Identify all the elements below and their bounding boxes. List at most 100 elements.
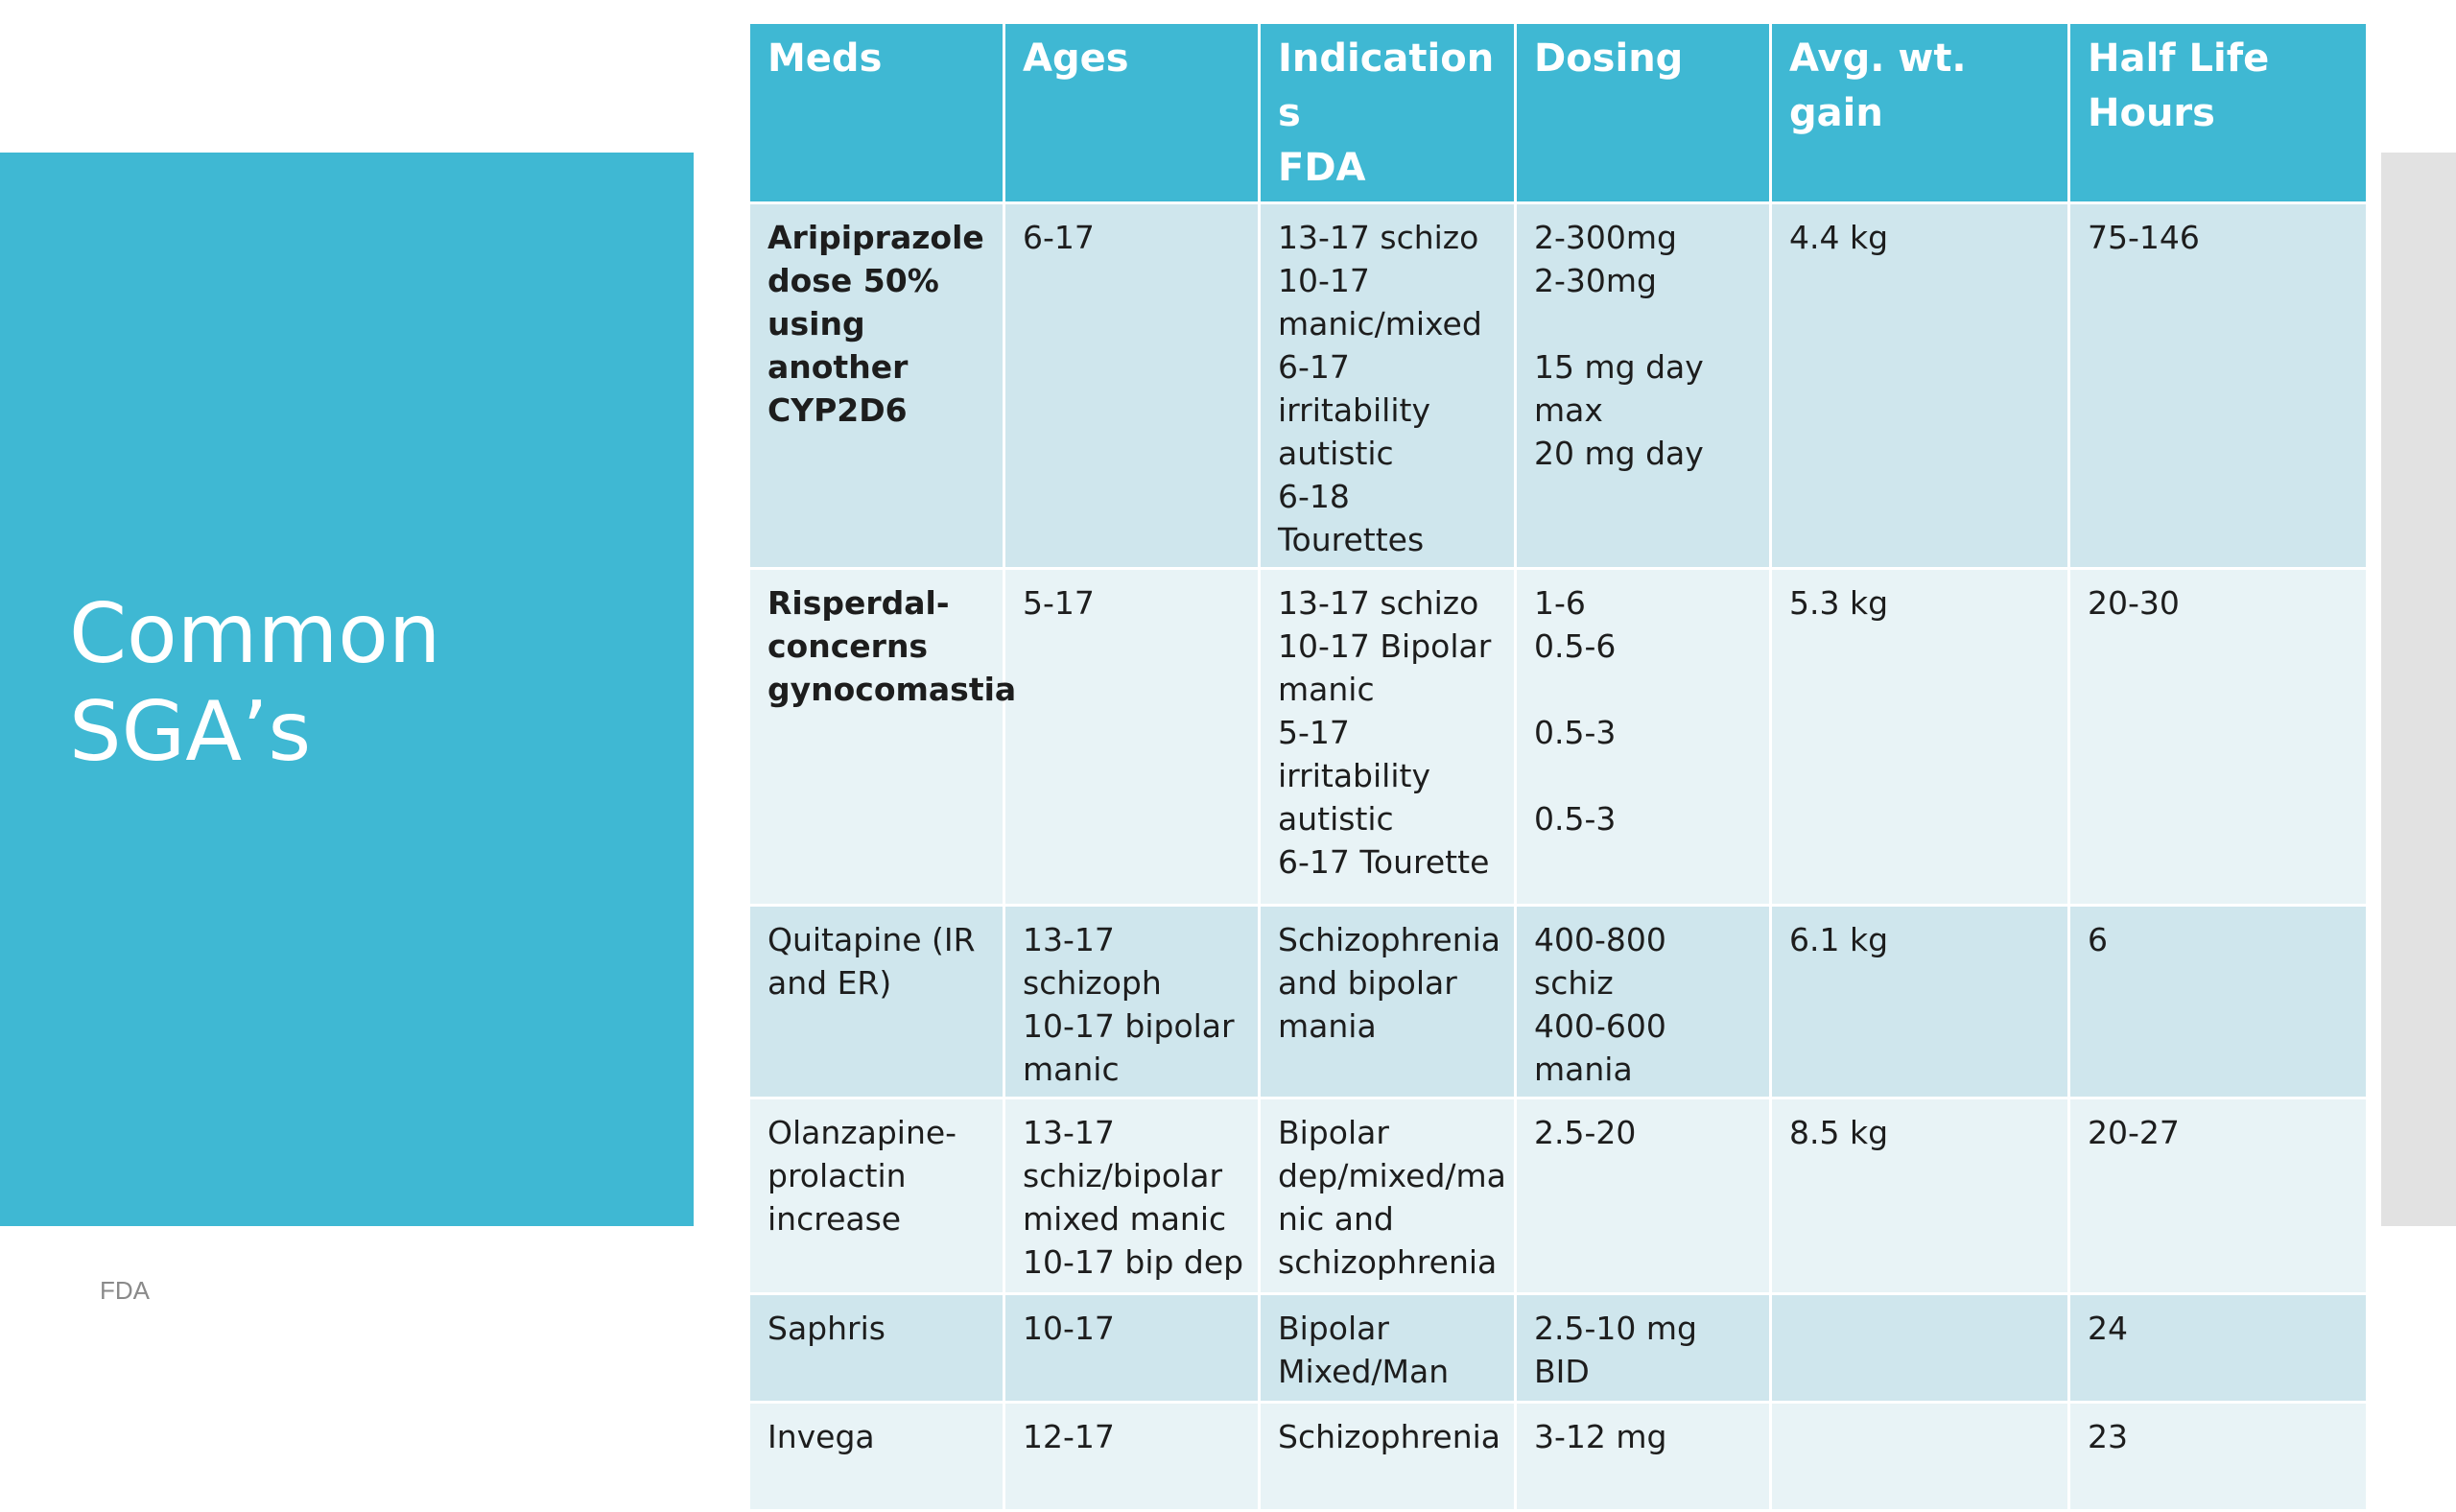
cell-line: 15 mg day bbox=[1534, 348, 1704, 386]
cell-line: schizophrenia bbox=[1278, 1243, 1498, 1281]
cell-meds: Quitapine (IR and ER) bbox=[747, 904, 1005, 1099]
cell-line: 400-600 bbox=[1534, 1007, 1666, 1045]
cell-line: max bbox=[1534, 391, 1603, 429]
header-ages: Ages bbox=[1003, 21, 1261, 204]
title-panel bbox=[0, 153, 694, 1226]
header-avg-wt-gain: Avg. wt. gain bbox=[1769, 21, 2070, 204]
slide-title-line-2: SGA’s bbox=[69, 684, 312, 780]
table-row: Olanzapine-prolactin increase 13-17 schiz/b… bbox=[747, 1097, 2369, 1295]
slide-title-line-1: Common bbox=[69, 586, 441, 682]
cell-text: 2.5-10 mg BID bbox=[1534, 1310, 1697, 1390]
cell-ages: 5-17 bbox=[1003, 567, 1261, 907]
cell-line: 0.5-3 bbox=[1534, 714, 1617, 751]
cell-text: 4.4 kg bbox=[1789, 219, 1889, 256]
cell-line: dose 50% bbox=[768, 262, 939, 299]
header-dosing: Dosing bbox=[1514, 21, 1772, 204]
table-row: Quitapine (IR and ER) 13-17 schizoph 10-17 … bbox=[747, 904, 2369, 1099]
cell-line: Schizophrenia bbox=[1278, 921, 1500, 958]
cell-line: and bipolar bbox=[1278, 964, 1457, 1002]
cell-line: 13-17 schizo bbox=[1278, 584, 1479, 622]
cell-line: mania bbox=[1534, 1051, 1633, 1088]
cell-line bbox=[1534, 302, 1756, 345]
cell-line: manic bbox=[1023, 1051, 1120, 1088]
cell-indications: 13-17 schizo 10-17 Bipolar manic 5-17 irrit… bbox=[1258, 567, 1517, 907]
cell-line: Bipolar bbox=[1278, 1114, 1389, 1151]
cell-line: Aripiprazole bbox=[768, 219, 984, 256]
cell-text: Saphris bbox=[768, 1310, 886, 1347]
cell-line: Quitapine (IR bbox=[768, 921, 976, 958]
cell-dosing: 2.5-20 bbox=[1514, 1097, 1772, 1295]
cell-text: 3-12 mg bbox=[1534, 1418, 1667, 1455]
cell-ages: 13-17 schizoph 10-17 bipolar manic bbox=[1003, 904, 1261, 1099]
cell-line: Mixed/Man bbox=[1278, 1353, 1450, 1390]
cell-line: 10-17 Bipolar bbox=[1278, 627, 1492, 665]
cell-text: 20-27 bbox=[2088, 1114, 2180, 1151]
slide-title: Common SGA’s bbox=[69, 585, 645, 781]
cell-line: manic bbox=[1278, 671, 1375, 708]
cell-text: 2.5-20 bbox=[1534, 1114, 1637, 1151]
cell-line: mixed manic bbox=[1023, 1200, 1227, 1238]
cell-line: 400-800 schiz bbox=[1534, 921, 1666, 1002]
cell-meds: Invega bbox=[747, 1401, 1005, 1512]
cell-line: CYP2D6 bbox=[768, 391, 908, 429]
cell-text: Invega bbox=[768, 1418, 875, 1455]
cell-line: 10-17 bbox=[1278, 262, 1370, 299]
cell-dosing: 1-6 0.5-6 0.5-3 0.5-3 bbox=[1514, 567, 1772, 907]
cell-dosing: 3-12 mg bbox=[1514, 1401, 1772, 1512]
cell-line: 5-17 irritability bbox=[1278, 714, 1430, 794]
cell-text: 6.1 kg bbox=[1789, 921, 1889, 958]
cell-line: 2-30mg bbox=[1534, 262, 1657, 299]
cell-indications: Bipolar dep/mixed/ma nic and schizophrenia bbox=[1258, 1097, 1517, 1295]
cell-meds: Risperdal-concerns gynocomastia bbox=[747, 567, 1017, 907]
cell-dosing: 2.5-10 mg BID bbox=[1514, 1292, 1772, 1404]
cell-text: 6-17 bbox=[1023, 219, 1095, 256]
cell-line: autistic bbox=[1278, 435, 1394, 472]
cell-ages: 12-17 bbox=[1003, 1401, 1261, 1512]
sga-table: Meds Ages Indication s FDA Dosing Avg. w… bbox=[747, 21, 2369, 1512]
header-meds: Meds bbox=[747, 21, 1005, 204]
cell-line: gynocomastia bbox=[768, 671, 1017, 708]
cell-half-life: 20-27 bbox=[2067, 1097, 2369, 1295]
cell-line: 2-300mg bbox=[1534, 219, 1677, 256]
cell-ages: 13-17 schiz/bipolar mixed manic 10-17 bip d… bbox=[1003, 1097, 1261, 1295]
cell-avg-wt-gain: 4.4 kg bbox=[1769, 201, 2070, 570]
cell-text: 20-30 bbox=[2088, 584, 2180, 622]
cell-text: 5-17 bbox=[1023, 584, 1095, 622]
table-row: Saphris 10-17 Bipolar Mixed/Man 2.5-10 mg BI… bbox=[747, 1292, 2369, 1404]
cell-dosing: 2-300mg 2-30mg 15 mg day max 20 mg day bbox=[1514, 201, 1772, 570]
table-row: Invega 12-17 Schizophrenia 3-12 mg 23 bbox=[747, 1401, 2369, 1512]
table-row: Risperdal-concerns gynocomastia 5-17 13-17 … bbox=[747, 567, 2369, 907]
data-table: Meds Ages Indication s FDA Dosing Avg. w… bbox=[747, 21, 2369, 1512]
cell-text: 75-146 bbox=[2088, 219, 2200, 256]
cell-line: 10-17 bip dep bbox=[1023, 1243, 1244, 1281]
cell-text: 23 bbox=[2088, 1418, 2128, 1455]
cell-line: increase bbox=[768, 1200, 902, 1238]
cell-text: 6 bbox=[2088, 921, 2108, 958]
cell-line: 13-17 bbox=[1023, 1114, 1115, 1151]
header-indications: Indication s FDA bbox=[1258, 21, 1517, 204]
cell-avg-wt-gain bbox=[1769, 1401, 2070, 1512]
cell-line: 10-17 bipolar bbox=[1023, 1007, 1235, 1045]
cell-dosing: 400-800 schiz 400-600 mania bbox=[1514, 904, 1772, 1099]
cell-line: Bipolar bbox=[1278, 1310, 1389, 1347]
side-decoration-bar bbox=[2381, 153, 2456, 1226]
cell-line: schiz/bipolar bbox=[1023, 1157, 1223, 1194]
cell-line: Olanzapine- bbox=[768, 1114, 957, 1151]
cell-ages: 6-17 bbox=[1003, 201, 1261, 570]
cell-text: 24 bbox=[2088, 1310, 2128, 1347]
cell-line bbox=[1534, 754, 1756, 797]
cell-half-life: 6 bbox=[2067, 904, 2369, 1099]
source-note: FDA bbox=[100, 1276, 150, 1305]
cell-meds: Saphris bbox=[747, 1292, 1005, 1404]
cell-text: 5.3 kg bbox=[1789, 584, 1889, 622]
cell-text: 12-17 bbox=[1023, 1418, 1115, 1455]
cell-line: 1-6 bbox=[1534, 584, 1586, 622]
cell-meds: Olanzapine-prolactin increase bbox=[747, 1097, 1005, 1295]
cell-meds: Aripiprazole dose 50% using another CYP2D6 bbox=[747, 201, 1005, 570]
cell-half-life: 23 bbox=[2067, 1401, 2369, 1512]
cell-line: using another bbox=[768, 305, 909, 386]
cell-line: 0.5-6 bbox=[1534, 627, 1617, 665]
cell-avg-wt-gain bbox=[1769, 1292, 2070, 1404]
cell-line: 13-17 schizo bbox=[1278, 219, 1479, 256]
cell-line: 6-18 Tourettes bbox=[1278, 478, 1425, 558]
